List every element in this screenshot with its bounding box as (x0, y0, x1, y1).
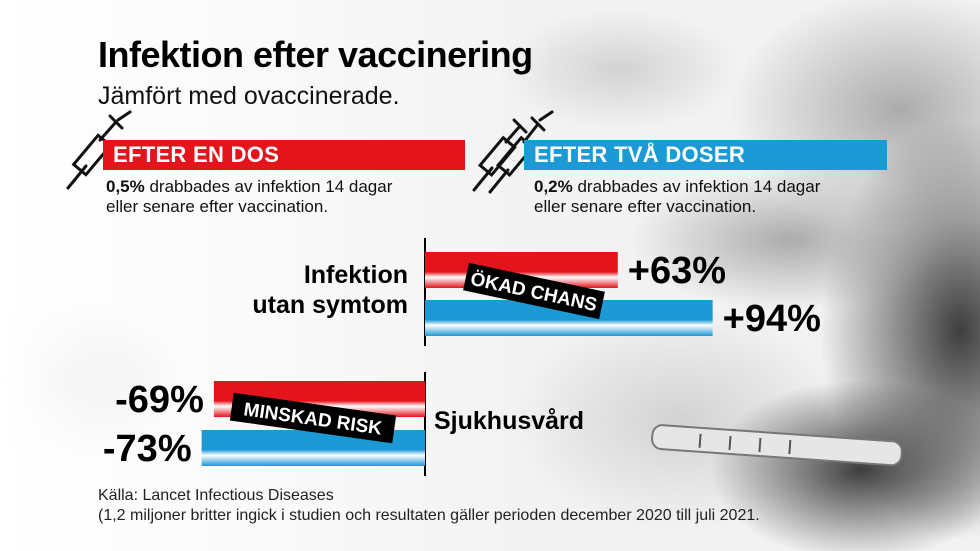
two-doses-text-line2: eller senare efter vaccination. (534, 197, 757, 216)
one-dose-banner: EFTER EN DOS (103, 140, 465, 170)
category-label-asymptomatic-line2: utan symtom (252, 291, 408, 319)
two-doses-text-line1: drabbades av infektion 14 dagar (572, 177, 821, 196)
double-syringe-icon (472, 110, 554, 194)
one-dose-percent: 0,5% (106, 177, 145, 196)
photo-syringe (651, 424, 903, 467)
category-label-asymptomatic: Infektion utan symtom (252, 260, 408, 320)
two-doses-percent: 0,2% (534, 177, 573, 196)
category-label-hospital: Sjukhusvård (434, 407, 585, 435)
one-dose-description: 0,5% drabbades av infektion 14 dagar ell… (106, 177, 392, 217)
category-label-asymptomatic-line1: Infektion (303, 261, 408, 289)
chart-subtitle: Jämfört med ovaccinerade. (98, 82, 400, 110)
data-label-asymptomatic-one-dose: +63% (628, 250, 726, 292)
tag-background (463, 262, 605, 320)
one-dose-text-line2: eller senare efter vaccination. (106, 197, 329, 216)
one-dose-text-line1: drabbades av infektion 14 dagar (144, 177, 393, 196)
two-doses-banner: EFTER TVÅ DOSER (524, 140, 887, 170)
source-note: Källa: Lancet Infectious Diseases (1,2 m… (98, 486, 760, 526)
source-line2: (1,2 miljoner britter ingick i studien o… (98, 507, 760, 524)
data-label-asymptomatic-two-doses: +94% (723, 298, 821, 340)
data-label-hospital-one-dose: -69% (115, 379, 204, 421)
two-doses-description: 0,2% drabbades av infektion 14 dagar ell… (534, 177, 820, 217)
syringe-icon (66, 110, 132, 190)
data-label-hospital-two-doses: -73% (103, 428, 192, 470)
source-line1: Källa: Lancet Infectious Diseases (98, 487, 334, 504)
chart-title: Infektion efter vaccinering (98, 34, 533, 75)
tag-background (229, 392, 397, 444)
